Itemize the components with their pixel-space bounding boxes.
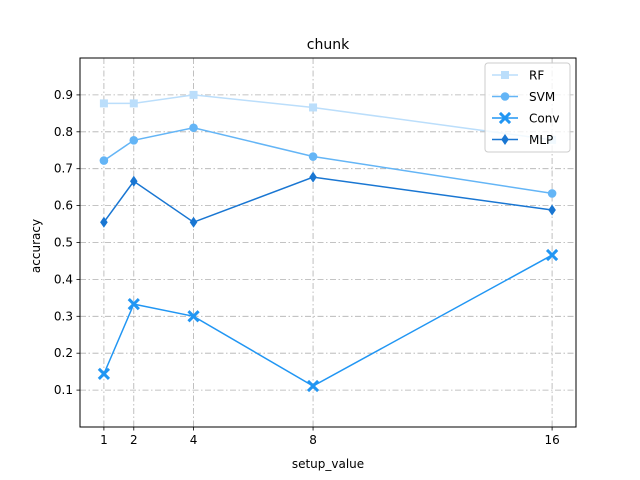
y-tick-label: 0.8 [54,125,73,139]
y-tick-label: 0.7 [54,162,73,176]
y-tick-label: 0.2 [54,346,73,360]
series-rf-point [189,90,198,99]
series-rf-point [309,103,318,112]
y-axis-label: accuracy [29,219,43,273]
legend-svm-marker [500,92,510,101]
grid [80,58,576,427]
series-svm-point [189,123,198,133]
series-svm-point [547,189,557,198]
series-conv-point [187,310,200,323]
series-conv-point [127,298,140,311]
series-rf-point [99,99,108,108]
series-svm-point [129,135,139,145]
series-mlp [100,171,556,228]
y-tick-label: 0.1 [54,383,73,397]
series-mlp-point [309,171,317,183]
legend: RF SVM Conv MLP [484,62,571,153]
x-tick-label: 4 [190,433,198,447]
x-tick-label: 2 [130,433,138,447]
legend-mlp-marker [501,134,509,145]
series-conv [97,248,559,393]
series-mlp-point [129,175,138,187]
legend-mlp-label: MLP [529,133,553,147]
x-tick-label: 16 [544,433,559,447]
series-conv-point [97,367,111,380]
series-mlp-point [548,204,556,216]
legend-box [484,62,571,153]
y-tick-label: 0.4 [54,272,73,286]
axis-ticks: 1 2 4 8 16 0.1 0.2 0.3 0.4 0.5 0.6 0.7 0.8 0.9 [54,88,560,447]
series-svm-point [308,152,318,161]
series-conv-point [545,248,559,262]
x-axis-label: setup_value [292,457,364,471]
series-conv-point [306,379,320,393]
series-mlp-point [100,216,108,228]
series-mlp-point [189,216,198,228]
series-svm-point [99,156,109,165]
legend-rf-marker [501,71,509,79]
y-tick-label: 0.6 [54,199,73,213]
y-tick-label: 0.3 [54,309,73,323]
x-tick-label: 8 [309,433,317,447]
chart-title: chunk [307,37,350,53]
legend-rf-label: RF [529,69,544,83]
x-tick-label: 1 [100,433,108,447]
legend-svm-label: SVM [529,90,555,104]
y-tick-label: 0.9 [54,88,73,102]
series-rf-point [129,99,138,108]
legend-conv-marker [498,111,512,125]
y-tick-label: 0.5 [54,236,73,250]
series-svm [99,123,557,198]
legend-conv-label: Conv [529,112,559,126]
